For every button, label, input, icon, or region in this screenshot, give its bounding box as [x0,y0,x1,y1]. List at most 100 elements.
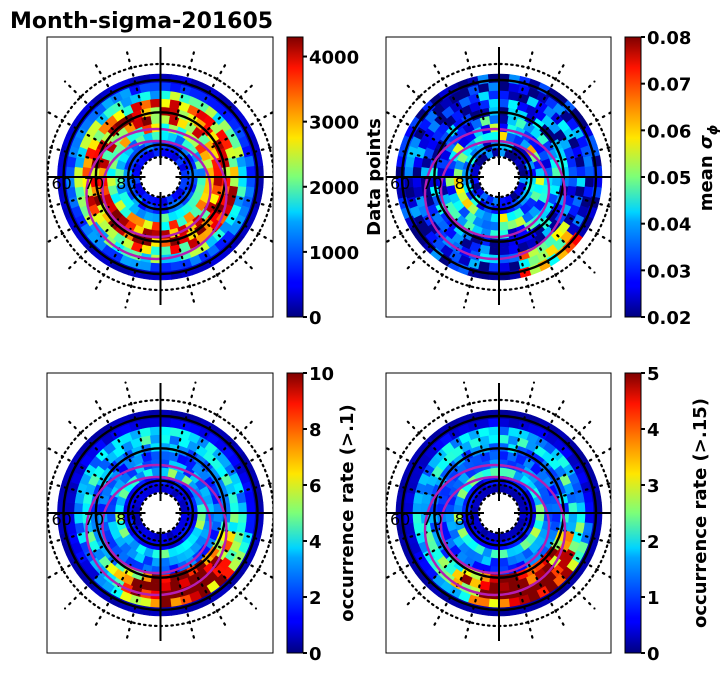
heatmap-cell [498,90,510,100]
heatmap-cell [160,450,171,461]
heatmap-cell [246,166,256,178]
heatmap-cell [576,166,586,178]
oval-boundary-poleward [101,475,212,575]
heatmap-cell [160,426,172,436]
plot-area: 60 70 80 [386,381,611,645]
colorbar-tick-label: 0.08 [647,28,691,49]
heatmap-cell [246,512,256,524]
heatmap-cell [149,582,161,592]
axes-frame [46,36,274,318]
heatmap-cell [498,426,510,436]
latitude-label: 70 [422,174,442,193]
heatmap-cell [149,434,161,444]
heatmap-cell [160,221,171,232]
colorbar [286,372,304,654]
axes-frame [46,372,274,654]
colorbar-tick-label: 0.07 [647,75,691,96]
heatmap-cell [498,450,510,461]
oval-boundary-poleward [439,475,551,575]
colorbar-tick-label: 3000 [309,113,359,134]
latitude-label: 80 [455,510,475,529]
heatmap-cell [488,90,500,100]
heatmap-cell [151,467,161,477]
colorbar-tick-label: 6 [309,476,322,497]
colorbar-label: Data points [364,118,385,236]
latitude-label: 60 [52,174,72,193]
heatmap-cell [213,512,223,524]
heatmap-cell [150,122,161,133]
heatmap-cell [149,81,161,92]
heatmap-cell [488,262,500,273]
heatmap-cell [444,512,455,523]
heatmap-cell [576,512,586,524]
heatmap-cell [160,98,172,108]
colorbar-tick-label: 2 [309,588,322,609]
colorbar [624,372,642,654]
heatmap-cell [149,90,161,100]
colorbar-tick-label: 2000 [309,178,359,199]
colorbar-tick-label: 5 [647,364,660,385]
heatmap-cell [412,176,422,188]
heatmap-cell [149,98,161,108]
heatmap-cell [160,598,172,609]
colorbar-tick-label: 0 [647,644,660,665]
latitude-label: 60 [52,510,72,529]
heatmap-cell [213,176,223,188]
heatmap-cell [412,166,422,178]
heatmap-cell [149,426,161,436]
heatmap-cell [73,176,84,188]
colorbar-tick-label: 0.03 [647,261,691,282]
latitude-label: 60 [390,510,410,529]
oval-boundary-equatorward [423,463,567,597]
latitude-label: 70 [84,510,104,529]
heatmap-cell [160,582,172,592]
colorbar-tick-label: 3 [647,476,660,497]
heatmap-cell [576,176,586,188]
colorbar-label: occurrence rate (>.1) [337,404,358,621]
heatmap-cell [576,502,586,514]
heatmap-cell [160,549,170,559]
heatmap-cell [498,98,510,108]
colorbar-tick-label: 1 [647,588,660,609]
heatmap-cell [489,458,500,469]
heatmap-cell [488,450,500,461]
oval-boundary-poleward [101,139,212,239]
heatmap-cell [488,81,500,92]
heatmap-cell [149,598,161,609]
heatmap-cell [489,467,500,477]
heatmap-cell [498,582,510,592]
heatmap-cell [149,262,161,273]
heatmap-cell [444,176,455,187]
heatmap-cell [488,434,500,444]
heatmap-cell [488,246,500,256]
heatmap-cell [160,213,170,223]
heatmap-cell [160,114,171,125]
colorbar-tick-label: 10 [309,364,334,385]
heatmap-cell [498,262,510,273]
heatmap-cell [498,81,510,92]
heatmap-cell [489,131,500,141]
latitude-label: 80 [455,174,475,193]
heatmap-cell [229,166,240,178]
heatmap-cell [246,176,256,188]
colorbar-tick-label: 4000 [309,48,359,69]
heatmap-cell [106,512,116,523]
oval-boundary-poleward [439,139,551,239]
heatmap-cell [229,512,240,524]
heatmap-cell [237,502,248,514]
heatmap-cell [160,81,172,92]
heatmap-cell [160,90,172,100]
colorbar-label: mean σϕ [696,125,721,212]
heatmap-cell [412,512,422,524]
heatmap-cell [584,502,595,514]
colorbar-tick-label: 0.04 [647,215,691,236]
latitude-label: 80 [116,510,136,529]
oval-boundary-equatorward [423,127,567,261]
heatmap-cell [584,176,595,188]
heatmap-cell [498,434,510,444]
heatmap-cell [498,417,510,428]
heatmap-cell [488,114,500,125]
